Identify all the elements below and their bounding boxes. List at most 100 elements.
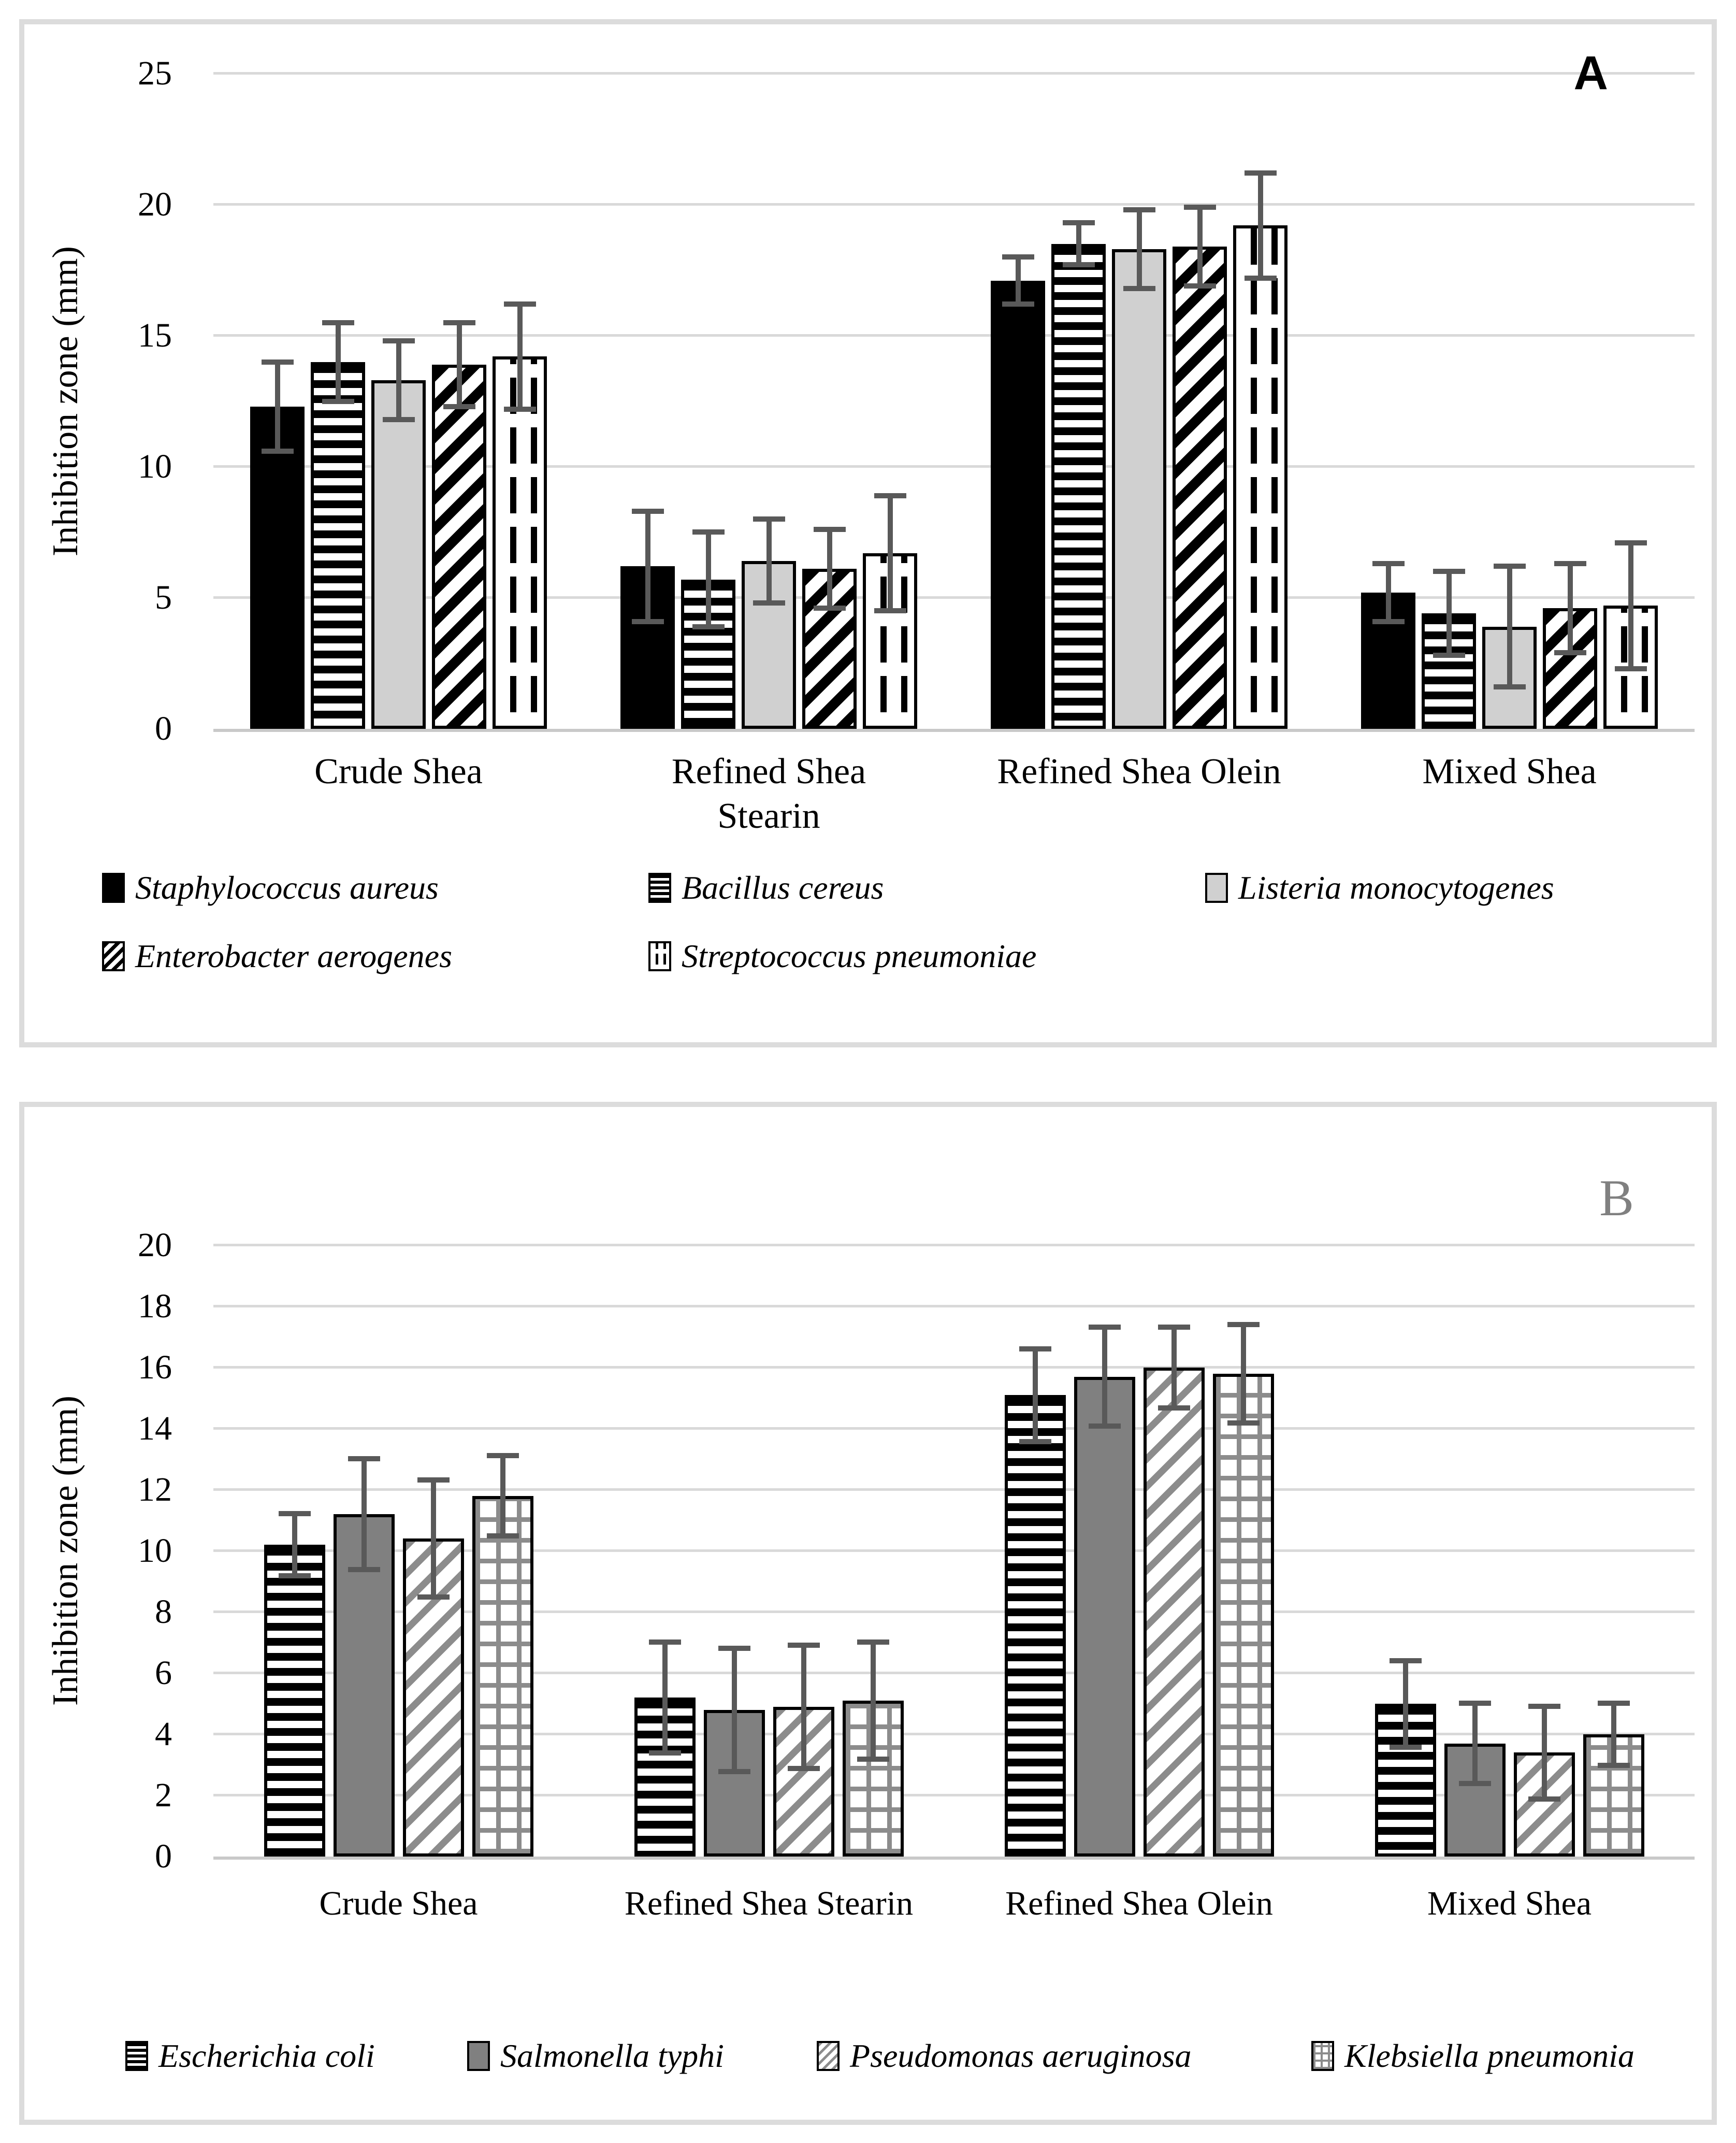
y-tick-label: 12 — [138, 1471, 172, 1508]
bar — [493, 356, 547, 729]
bar-group — [954, 74, 1324, 729]
legend-swatch-icon — [125, 2041, 148, 2071]
legend-swatch-icon — [1311, 2041, 1334, 2071]
error-bar — [1541, 1704, 1547, 1802]
bar-slot — [432, 74, 486, 729]
legend-item: Staphylococcus aureus — [102, 869, 648, 907]
y-tick-label: 10 — [138, 448, 172, 485]
error-bar — [801, 1643, 806, 1771]
bar-slot — [1422, 74, 1476, 729]
error-bar — [827, 527, 832, 611]
error-bar — [870, 1639, 876, 1762]
gridline — [213, 1366, 1695, 1369]
bar — [1143, 1368, 1205, 1857]
error-bar — [396, 338, 401, 422]
gridline — [213, 334, 1695, 337]
panel-a-label: A — [1573, 47, 1608, 99]
bar-slot — [842, 1245, 904, 1857]
bar-slot — [1173, 74, 1227, 729]
y-tick-label: 15 — [138, 317, 172, 354]
bar-slot — [1233, 74, 1287, 729]
legend-label: Escherichia coli — [158, 2037, 375, 2074]
bar-slot — [1051, 74, 1106, 729]
bar-group — [1324, 1245, 1695, 1857]
error-bar — [274, 359, 280, 454]
bar-group — [213, 1245, 584, 1857]
bar-group — [584, 74, 954, 729]
legend-label: Salmonella typhi — [500, 2037, 724, 2074]
y-tick-label: 18 — [138, 1287, 172, 1325]
bar — [1212, 1373, 1274, 1857]
error-bar — [1240, 1321, 1246, 1426]
gridline — [213, 1488, 1695, 1491]
error-bar — [517, 301, 523, 412]
gridline — [213, 1794, 1695, 1796]
legend-swatch-icon — [817, 2041, 840, 2071]
x-axis-category-label: Refined Shea Olein — [1005, 1885, 1273, 1922]
bar-slot — [1212, 1245, 1274, 1857]
gridline — [213, 465, 1695, 468]
bar-slot — [371, 74, 426, 729]
bar — [1543, 608, 1597, 729]
bar-slot — [742, 74, 796, 729]
error-bar — [361, 1456, 367, 1573]
legend-swatch-icon — [648, 941, 671, 971]
bar-slot — [1074, 1245, 1135, 1857]
gridline — [213, 1610, 1695, 1613]
y-tick-label: 5 — [155, 579, 172, 616]
y-tick-label: 25 — [138, 54, 172, 92]
error-bar — [1507, 564, 1512, 690]
error-bar — [456, 320, 462, 409]
legend-b: Escherichia coli Salmonella typhi Pseudomo… — [125, 2037, 1634, 2075]
bar — [620, 566, 675, 729]
x-axis-labels-b: Crude Shea Refined Shea Stearin Refined Sh… — [213, 1881, 1695, 1926]
bar-slot — [1143, 1245, 1205, 1857]
y-tick-label: 6 — [155, 1654, 172, 1692]
bar-slot — [1375, 1245, 1436, 1857]
bar-slot — [620, 74, 675, 729]
gridline — [213, 596, 1695, 599]
legend-swatch-icon — [648, 873, 671, 903]
error-bar — [705, 529, 711, 629]
error-bar — [1015, 254, 1021, 307]
legend-label: Enterobacter aerogenes — [135, 938, 452, 974]
y-tick-label: 2 — [155, 1776, 172, 1814]
bar — [681, 579, 735, 729]
bar — [1422, 613, 1476, 729]
x-axis-category-label: Crude Shea — [314, 752, 483, 792]
panel-b-label: B — [1599, 1169, 1634, 1227]
bar-group — [1324, 74, 1695, 729]
bar — [264, 1545, 325, 1857]
error-bar — [1472, 1701, 1478, 1787]
x-axis-category-label: Refined Shea Olein — [997, 752, 1281, 792]
gridline — [213, 1549, 1695, 1552]
bar-slot — [311, 74, 365, 729]
panel-a: A Inhibition zone (mm) 0 5 10 15 20 25 Crude … — [19, 19, 1717, 1047]
y-axis-ticks-a: 0 5 10 15 20 25 — [74, 54, 193, 747]
legend-label: Klebsiella pneumonia — [1344, 2037, 1634, 2074]
bar-slot — [333, 1245, 395, 1857]
bar — [991, 280, 1045, 729]
legend-swatch-icon — [1205, 873, 1228, 903]
bar — [432, 364, 486, 729]
legend-item: Klebsiella pneumonia — [1311, 2037, 1634, 2075]
bar-slot — [472, 1245, 533, 1857]
bar-slot — [634, 1245, 696, 1857]
bar-slot — [250, 74, 305, 729]
error-bar — [645, 508, 650, 624]
error-bar — [1032, 1346, 1038, 1444]
error-bar — [731, 1645, 737, 1774]
x-axis-category-label: Mixed Shea — [1427, 1885, 1592, 1922]
bar — [371, 380, 426, 729]
y-tick-label: 4 — [155, 1715, 172, 1753]
legend-label: Streptococcus pneumoniae — [682, 938, 1037, 974]
error-bar — [430, 1477, 436, 1600]
legend-a: Staphylococcus aureus Bacillus cereus List… — [102, 869, 1554, 975]
legend-label: Staphylococcus aureus — [135, 869, 439, 906]
legend-item: Bacillus cereus — [648, 869, 1205, 907]
x-axis-category-label: Refined Shea Stearin — [671, 752, 866, 836]
gridline — [213, 1733, 1695, 1735]
error-bar — [500, 1453, 505, 1539]
legend-swatch-icon — [102, 873, 125, 903]
